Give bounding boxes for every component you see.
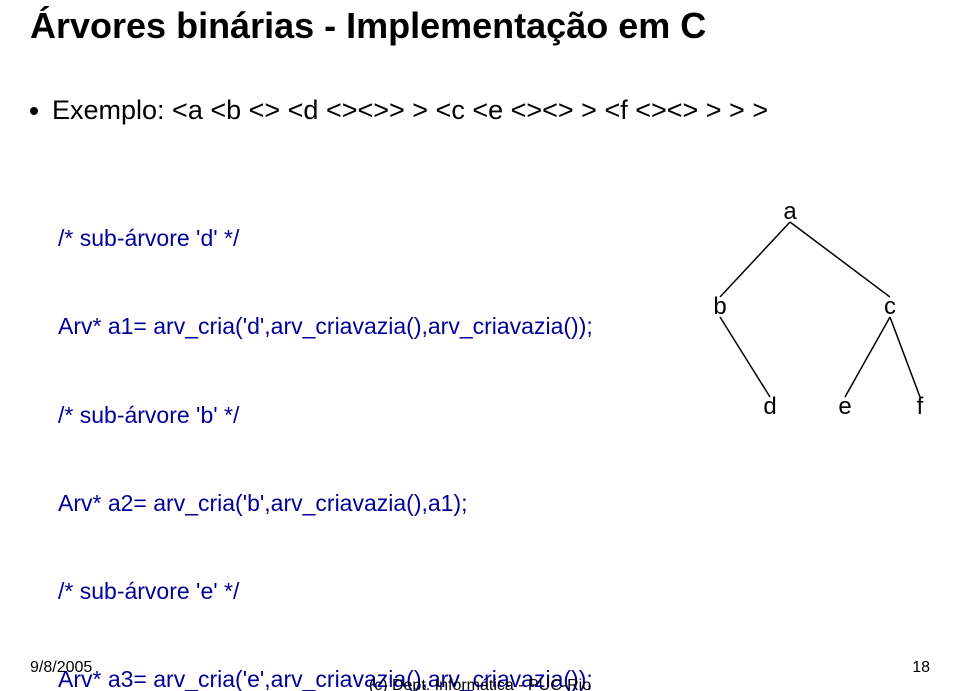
slide: Árvores binárias - Implementação em C Ex… — [0, 0, 960, 691]
tree-edge — [890, 317, 920, 397]
tree-node-b: b — [710, 295, 730, 319]
example-text: Exemplo: <a <b <> <d <><>> > <c <e <><> … — [52, 95, 768, 126]
tree-diagram: a b c d e f — [685, 200, 930, 500]
footer-source: (c) Dept. Informática - PUC-Rio — [0, 677, 960, 691]
tree-edges-svg — [685, 200, 930, 500]
code-block: /* sub-árvore 'd' */ Arv* a1= arv_cria('… — [58, 165, 593, 691]
footer-page-number: 18 — [912, 659, 930, 677]
code-line: Arv* a2= arv_cria('b',arv_criavazia(),a1… — [58, 489, 593, 518]
tree-node-a: a — [780, 200, 800, 224]
code-line: Arv* a1= arv_cria('d',arv_criavazia(),ar… — [58, 312, 593, 341]
code-line: /* sub-árvore 'e' */ — [58, 577, 593, 606]
code-line: /* sub-árvore 'd' */ — [58, 224, 593, 253]
tree-node-e: e — [835, 395, 855, 419]
bullet-icon — [30, 107, 38, 115]
tree-node-d: d — [760, 395, 780, 419]
tree-edge — [720, 317, 770, 397]
tree-edge — [720, 222, 790, 297]
tree-node-f: f — [910, 395, 930, 419]
tree-edge — [845, 317, 890, 397]
code-line: /* sub-árvore 'b' */ — [58, 401, 593, 430]
tree-node-c: c — [880, 295, 900, 319]
tree-edge — [790, 222, 890, 297]
footer-date: 9/8/2005 — [30, 659, 92, 677]
slide-title: Árvores binárias - Implementação em C — [30, 6, 706, 46]
example-bullet: Exemplo: <a <b <> <d <><>> > <c <e <><> … — [30, 95, 768, 126]
